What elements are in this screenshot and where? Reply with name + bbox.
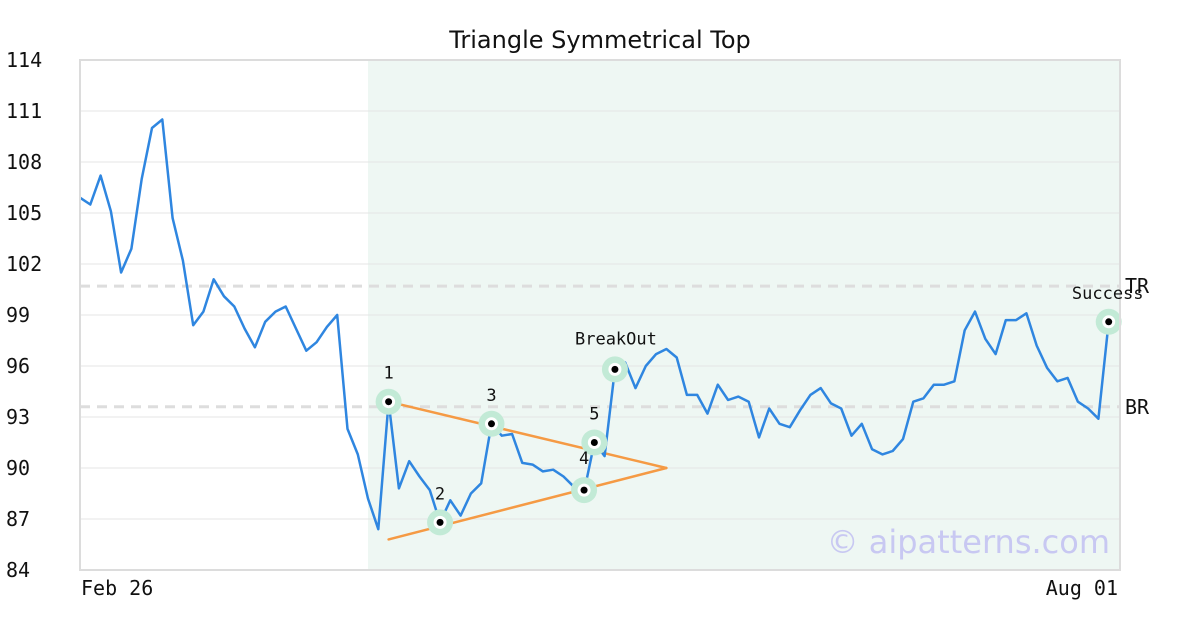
marker-dot — [1105, 318, 1113, 326]
y-tick-label: 84 — [6, 558, 30, 582]
y-tick-label: 93 — [6, 405, 30, 429]
annotation-labels: 1 2 3 4 5 BreakOut Success — [383, 284, 1143, 505]
annotation-label-3: 3 — [486, 386, 496, 406]
annotation-label-1: 1 — [383, 364, 393, 384]
annotation-label-5: 5 — [589, 405, 599, 425]
x-axis-ticks: Feb 26 Aug 01 — [81, 576, 1118, 600]
x-tick-label: Feb 26 — [81, 576, 153, 600]
x-tick-label: Aug 01 — [1046, 576, 1118, 600]
watermark: © aipatterns.com — [827, 523, 1110, 561]
y-tick-label: 99 — [6, 303, 30, 327]
y-tick-label: 102 — [6, 252, 42, 276]
marker-dot — [436, 518, 444, 526]
y-tick-label: 90 — [6, 456, 30, 480]
level-lines-layer — [80, 284, 1120, 409]
y-tick-label: 114 — [6, 48, 42, 72]
annotation-label-4: 4 — [579, 449, 589, 469]
level-labels: TR BR — [1125, 274, 1150, 419]
y-tick-label: 87 — [6, 507, 30, 531]
triangle-upper-line — [387, 400, 668, 470]
level-label-tr: TR — [1125, 274, 1150, 298]
pattern-markers-layer — [375, 308, 1122, 536]
chart-title: Triangle Symmetrical Top — [448, 26, 751, 54]
level-label-br: BR — [1125, 395, 1150, 419]
marker-dot — [590, 439, 598, 446]
marker-dot — [487, 420, 495, 428]
marker-dot — [611, 365, 619, 373]
y-tick-label: 96 — [6, 354, 30, 378]
plot-frame — [79, 59, 1121, 571]
y-tick-label: 105 — [6, 201, 42, 225]
annotation-label-2: 2 — [435, 484, 445, 504]
y-axis-ticks: 84 87 90 93 96 99 102 105 108 111 114 — [6, 48, 42, 582]
y-tick-label: 108 — [6, 150, 42, 174]
marker-dot — [580, 486, 588, 494]
marker-dot — [385, 398, 393, 406]
y-tick-label: 111 — [6, 99, 42, 123]
annotation-label-breakout: BreakOut — [575, 329, 657, 349]
annotation-label-success: Success — [1072, 284, 1144, 304]
